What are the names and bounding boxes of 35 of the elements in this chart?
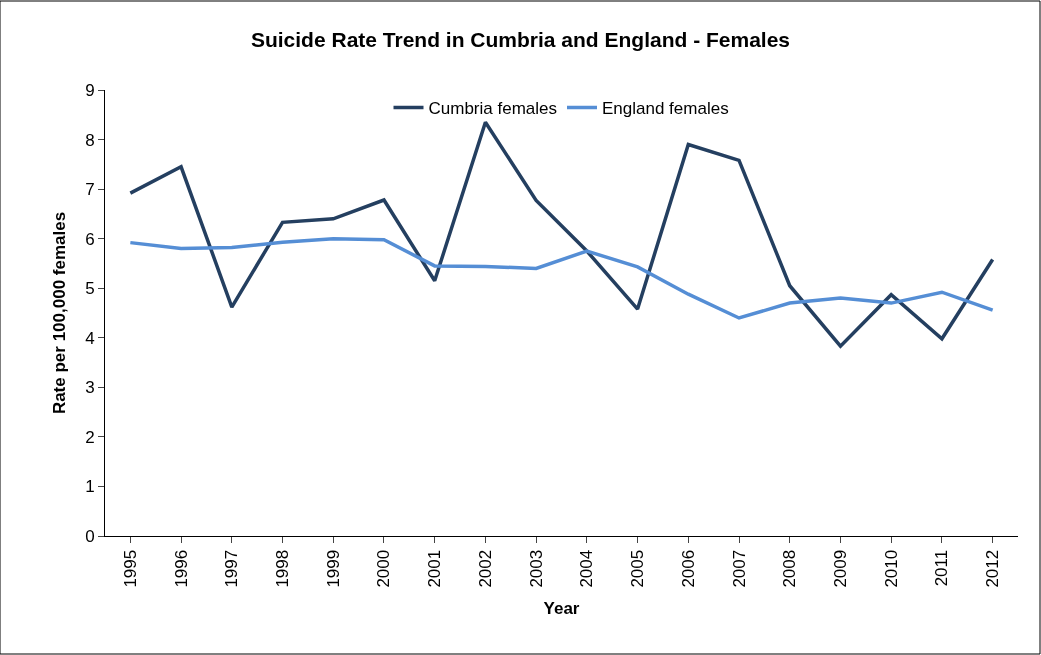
y-tick-label: 5: [85, 279, 95, 299]
line-series: [128, 120, 995, 348]
x-tick-label: 1995: [120, 549, 140, 588]
x-tick-label: 2006: [678, 549, 698, 588]
x-tick-label: 2011: [932, 549, 952, 587]
x-tick-label: 2002: [475, 549, 495, 588]
y-tick-label: 4: [85, 328, 95, 348]
x-tick-label: 2010: [881, 549, 901, 588]
y-tick-label: 8: [85, 130, 95, 150]
x-tick-label: 2000: [374, 549, 394, 588]
y-tick-label: 1: [85, 477, 95, 497]
y-axis-title: Rate per 100,000 females: [49, 211, 69, 415]
x-tick-label: 1997: [222, 549, 242, 588]
y-tick-label: 3: [85, 378, 95, 398]
y-tick-label: 0: [85, 526, 95, 546]
y-tick-label: 6: [85, 229, 95, 249]
legend-label: England females: [602, 99, 729, 119]
chart-title: Suicide Rate Trend in Cumbria and England - Females: [250, 27, 791, 51]
y-tick-label: 7: [85, 180, 95, 200]
x-tick-label: 2005: [628, 549, 648, 588]
y-tick-label: 9: [85, 80, 95, 100]
x-tick-label: 2012: [983, 549, 1003, 588]
x-tick-label: 2008: [780, 549, 800, 588]
y-tick-label: 2: [85, 427, 95, 447]
line-series: [128, 236, 995, 320]
legend-label: Cumbria females: [428, 99, 557, 119]
x-tick-label: 1999: [323, 549, 343, 588]
x-tick-label: 2001: [425, 549, 445, 588]
x-axis-title: Year: [543, 599, 580, 619]
x-tick-label: 1996: [171, 549, 191, 588]
x-tick-label: 1998: [273, 549, 293, 588]
x-tick-label: 2009: [830, 549, 850, 588]
x-tick-label: 2003: [526, 549, 546, 588]
x-tick-label: 2007: [729, 549, 749, 588]
x-tick-label: 2004: [577, 549, 597, 588]
